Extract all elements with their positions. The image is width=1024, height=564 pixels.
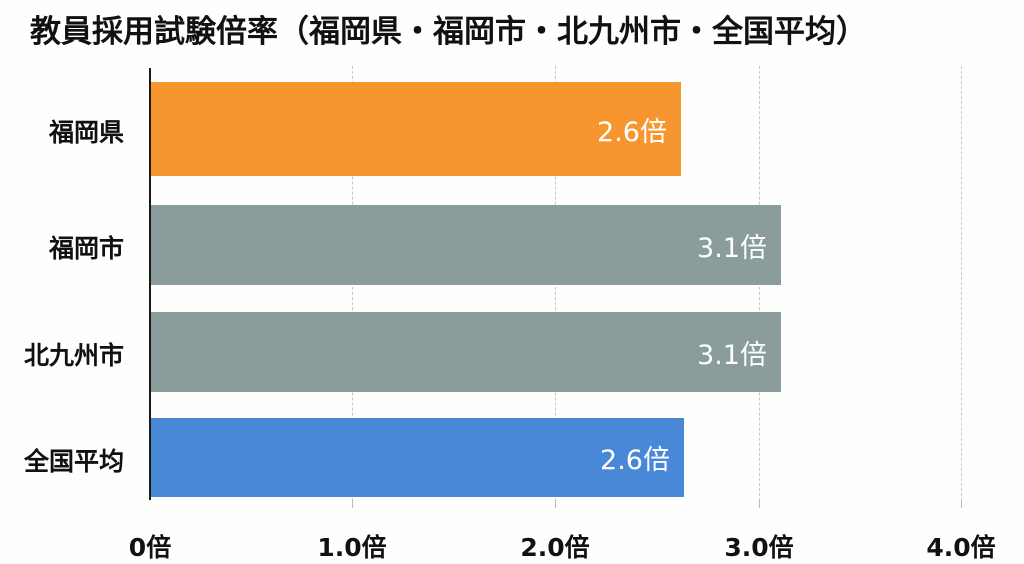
chart-title: 教員採用試験倍率（福岡県・福岡市・北九州市・全国平均） [30, 14, 867, 50]
bar-value-label: 3.1倍 [697, 232, 767, 264]
x-tick-label-0: 0倍 [128, 533, 172, 562]
x-tick-label-3: 3.0倍 [724, 533, 794, 562]
bar-national-average: 2.6倍 [151, 418, 684, 497]
category-label-fukuoka-pref: 福岡県 [48, 118, 124, 147]
x-tick-mark [352, 500, 353, 508]
x-tick-label-1: 1.0倍 [317, 533, 387, 562]
gridline-1 [352, 66, 353, 506]
bar-value-label: 2.6倍 [597, 116, 667, 148]
bar-value-label: 3.1倍 [697, 339, 767, 371]
bar-fukuoka-pref: 2.6倍 [151, 82, 681, 176]
category-label-national-average: 全国平均 [23, 447, 124, 476]
category-label-fukuoka-city: 福岡市 [48, 234, 124, 263]
x-tick-mark [555, 500, 556, 508]
x-tick-label-2: 2.0倍 [520, 533, 590, 562]
y-axis-line [149, 68, 151, 500]
gridline-3 [759, 66, 760, 506]
bar-kitakyushu-city: 3.1倍 [151, 312, 781, 392]
bar-fukuoka-city: 3.1倍 [151, 205, 781, 285]
bar-value-label: 2.6倍 [600, 445, 670, 476]
gridline-2 [555, 66, 556, 506]
x-tick-mark [759, 500, 760, 508]
x-tick-mark [961, 500, 962, 508]
category-label-kitakyushu-city: 北九州市 [23, 341, 124, 370]
gridline-4 [961, 66, 962, 506]
x-tick-label-4: 4.0倍 [926, 533, 996, 562]
